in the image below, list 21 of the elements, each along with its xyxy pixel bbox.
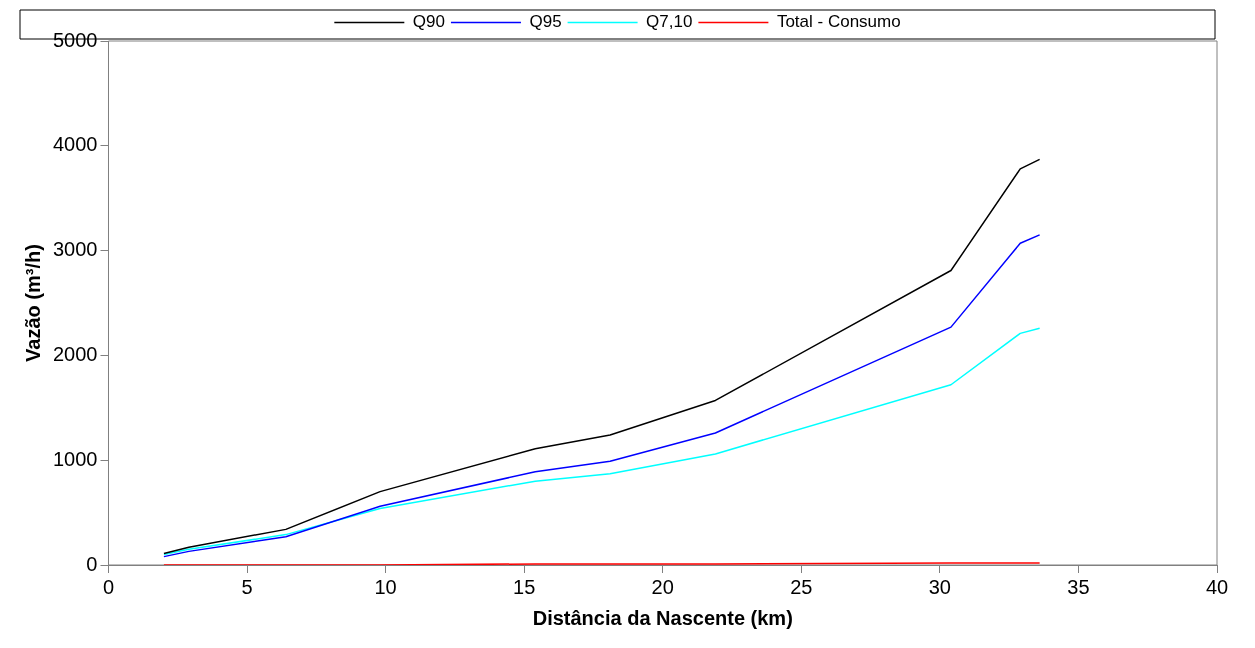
x-tick-label: 30	[928, 575, 951, 598]
legend-label: Q7,10	[646, 12, 693, 32]
legend-label: Q95	[529, 12, 562, 32]
y-tick-label: 0	[86, 552, 98, 575]
legend-label: Total - Consumo	[776, 12, 901, 32]
x-tick-label: 40	[1205, 575, 1229, 598]
x-tick-label: 15	[513, 575, 536, 598]
y-tick-label: 2000	[52, 342, 98, 365]
x-tick-label: 35	[1067, 575, 1090, 598]
x-axis-title: Distância da Nascente (km)	[532, 606, 793, 629]
y-tick-label: 4000	[52, 133, 98, 156]
legend-label: Q90	[412, 12, 445, 32]
x-tick-label: 20	[651, 575, 674, 598]
y-tick-label: 3000	[52, 238, 98, 261]
x-tick-label: 5	[241, 575, 253, 598]
y-tick-label: 5000	[52, 28, 98, 51]
x-tick-label: 25	[790, 575, 813, 598]
x-tick-label: 10	[374, 575, 397, 598]
y-tick-label: 1000	[52, 447, 98, 470]
y-axis-title: Vazão (m³/h)	[21, 244, 44, 362]
x-tick-label: 0	[102, 575, 115, 598]
